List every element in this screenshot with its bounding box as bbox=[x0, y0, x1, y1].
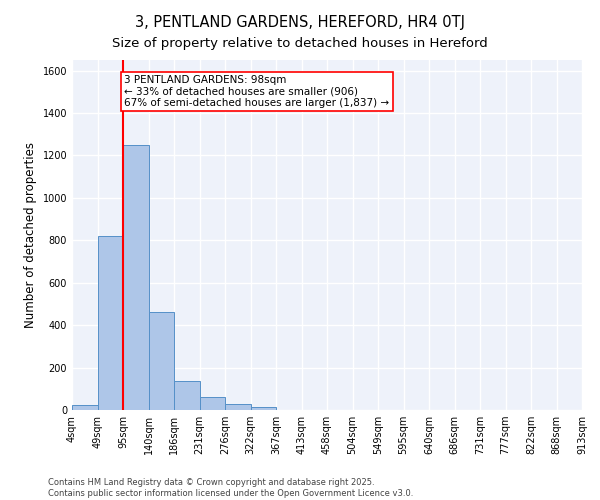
Bar bbox=[72, 404, 97, 410]
Bar bbox=[199, 398, 225, 410]
Text: Size of property relative to detached houses in Hereford: Size of property relative to detached ho… bbox=[112, 38, 488, 51]
Bar bbox=[251, 407, 276, 410]
Text: 3 PENTLAND GARDENS: 98sqm
← 33% of detached houses are smaller (906)
67% of semi: 3 PENTLAND GARDENS: 98sqm ← 33% of detac… bbox=[124, 75, 389, 108]
Bar bbox=[123, 145, 149, 410]
Bar bbox=[149, 312, 174, 410]
Text: Contains HM Land Registry data © Crown copyright and database right 2025.
Contai: Contains HM Land Registry data © Crown c… bbox=[48, 478, 413, 498]
Y-axis label: Number of detached properties: Number of detached properties bbox=[24, 142, 37, 328]
Bar bbox=[225, 404, 251, 410]
Text: 3, PENTLAND GARDENS, HEREFORD, HR4 0TJ: 3, PENTLAND GARDENS, HEREFORD, HR4 0TJ bbox=[135, 15, 465, 30]
Bar bbox=[97, 236, 123, 410]
Bar bbox=[174, 382, 199, 410]
